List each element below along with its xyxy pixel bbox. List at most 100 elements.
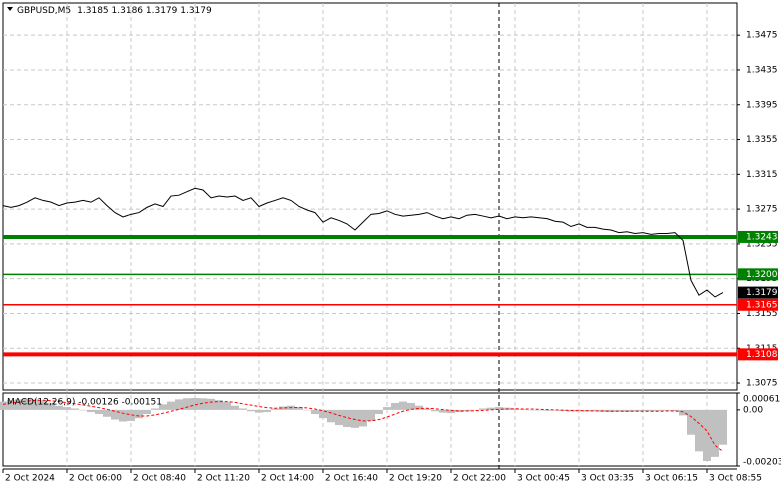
macd-bar bbox=[239, 408, 247, 410]
macd-bar bbox=[87, 409, 95, 413]
macd-bar bbox=[455, 409, 463, 413]
macd-bar bbox=[71, 408, 79, 410]
macd-bar bbox=[495, 407, 503, 410]
macd-bar bbox=[63, 407, 71, 410]
macd-bar bbox=[431, 409, 439, 412]
x-tick-label: 2 Oct 11:20 bbox=[197, 474, 250, 484]
macd-bar bbox=[335, 409, 343, 426]
macd-bar bbox=[247, 409, 255, 412]
macd-bar bbox=[543, 409, 551, 411]
x-tick-label: 2 Oct 22:00 bbox=[453, 474, 506, 484]
macd-bar bbox=[55, 405, 63, 410]
signal-line bbox=[2, 399, 724, 453]
y-tick-label: 1.3155 bbox=[746, 309, 778, 319]
x-tick-label: 2 Oct 14:00 bbox=[261, 474, 314, 484]
macd-bar bbox=[207, 398, 215, 410]
macd-bar bbox=[255, 409, 263, 413]
macd-bar bbox=[383, 407, 391, 410]
level-label-box bbox=[738, 230, 778, 243]
macd-bar bbox=[199, 398, 207, 410]
macd-bar bbox=[671, 409, 679, 412]
level-label: 1.3165 bbox=[746, 300, 778, 310]
x-tick-label: 2 Oct 2024 bbox=[5, 474, 55, 484]
macd-bar bbox=[175, 399, 183, 410]
macd-bar bbox=[79, 409, 87, 411]
macd-bar bbox=[319, 409, 327, 419]
macd-panel-frame bbox=[2, 392, 738, 467]
macd-bar bbox=[487, 407, 495, 410]
chart-header: GBPUSD,M5 1.3185 1.3186 1.3179 1.3179 bbox=[17, 6, 212, 16]
x-tick-label: 3 Oct 06:15 bbox=[645, 474, 698, 484]
macd-bar bbox=[415, 405, 423, 410]
macd-bar bbox=[167, 401, 175, 410]
y-tick-label: -0.00203 bbox=[743, 458, 781, 468]
macd-bar bbox=[655, 409, 663, 411]
level-label-box bbox=[738, 348, 778, 361]
y-tick-label: 1.3475 bbox=[746, 31, 778, 41]
macd-bar bbox=[191, 397, 199, 410]
level-label-box bbox=[738, 268, 778, 281]
macd-bar bbox=[311, 409, 319, 415]
macd-bar bbox=[575, 409, 583, 412]
macd-bar bbox=[15, 399, 23, 410]
macd-bar bbox=[95, 409, 103, 415]
macd-bar bbox=[183, 398, 191, 410]
macd-bar bbox=[151, 408, 159, 410]
price-line bbox=[2, 187, 724, 298]
macd-bar bbox=[471, 409, 479, 411]
x-tick-label: 3 Oct 00:45 bbox=[517, 474, 570, 484]
macd-bar bbox=[111, 409, 119, 420]
macd-bar bbox=[439, 409, 447, 413]
y-tick-label: 1.3275 bbox=[746, 205, 778, 215]
level-label: 1.3108 bbox=[746, 350, 778, 360]
macd-bar bbox=[271, 408, 279, 410]
macd-bar bbox=[535, 409, 543, 411]
macd-bar bbox=[407, 402, 415, 410]
macd-bar bbox=[367, 409, 375, 421]
symbol: GBPUSD,M5 bbox=[17, 6, 71, 16]
macd-bar bbox=[639, 409, 647, 412]
y-tick-label: 0.00 bbox=[743, 405, 763, 415]
macd-bar bbox=[223, 402, 231, 410]
macd-bar bbox=[663, 409, 671, 411]
macd-bar bbox=[647, 409, 655, 412]
x-tick-label: 2 Oct 06:00 bbox=[69, 474, 122, 484]
macd-bar bbox=[399, 401, 407, 410]
macd-bar bbox=[359, 409, 367, 427]
x-tick-label: 3 Oct 03:35 bbox=[581, 474, 634, 484]
macd-bar bbox=[527, 409, 535, 411]
macd-bar bbox=[615, 409, 623, 412]
macd-bar bbox=[519, 409, 527, 410]
macd-bar bbox=[103, 409, 111, 417]
macd-bar bbox=[143, 409, 151, 415]
macd-bar bbox=[391, 402, 399, 410]
macd-bar bbox=[303, 409, 311, 411]
macd-bar bbox=[703, 409, 711, 462]
x-tick-label: 2 Oct 16:40 bbox=[325, 474, 378, 484]
level-label: 1.3200 bbox=[746, 270, 778, 280]
y-tick-label: 1.3435 bbox=[746, 65, 778, 75]
macd-bar bbox=[263, 409, 271, 413]
y-tick-label: 1.3075 bbox=[746, 379, 778, 389]
macd-bar bbox=[343, 409, 351, 428]
y-tick-label: 1.3355 bbox=[746, 135, 778, 145]
macd-bar bbox=[351, 409, 359, 428]
y-tick-label: 0.00061 bbox=[743, 395, 780, 405]
macd-bar bbox=[159, 404, 167, 410]
macd-bar bbox=[679, 409, 687, 416]
macd-bar bbox=[31, 399, 39, 410]
macd-bar bbox=[279, 406, 287, 410]
quote: 1.3185 1.3186 1.3179 1.3179 bbox=[77, 6, 212, 16]
macd-bar bbox=[375, 409, 383, 415]
price-panel-frame bbox=[2, 2, 738, 391]
macd-bar bbox=[215, 400, 223, 410]
last-price-box bbox=[738, 286, 778, 299]
macd-bar bbox=[23, 398, 31, 410]
macd-title: MACD(12,26,9) -0.00126 -0.00151 bbox=[7, 398, 162, 408]
macd-bar bbox=[695, 409, 703, 452]
macd-bar bbox=[447, 409, 455, 414]
macd-bar bbox=[39, 400, 47, 410]
macd-bar bbox=[7, 400, 15, 410]
macd-bar bbox=[711, 409, 719, 457]
